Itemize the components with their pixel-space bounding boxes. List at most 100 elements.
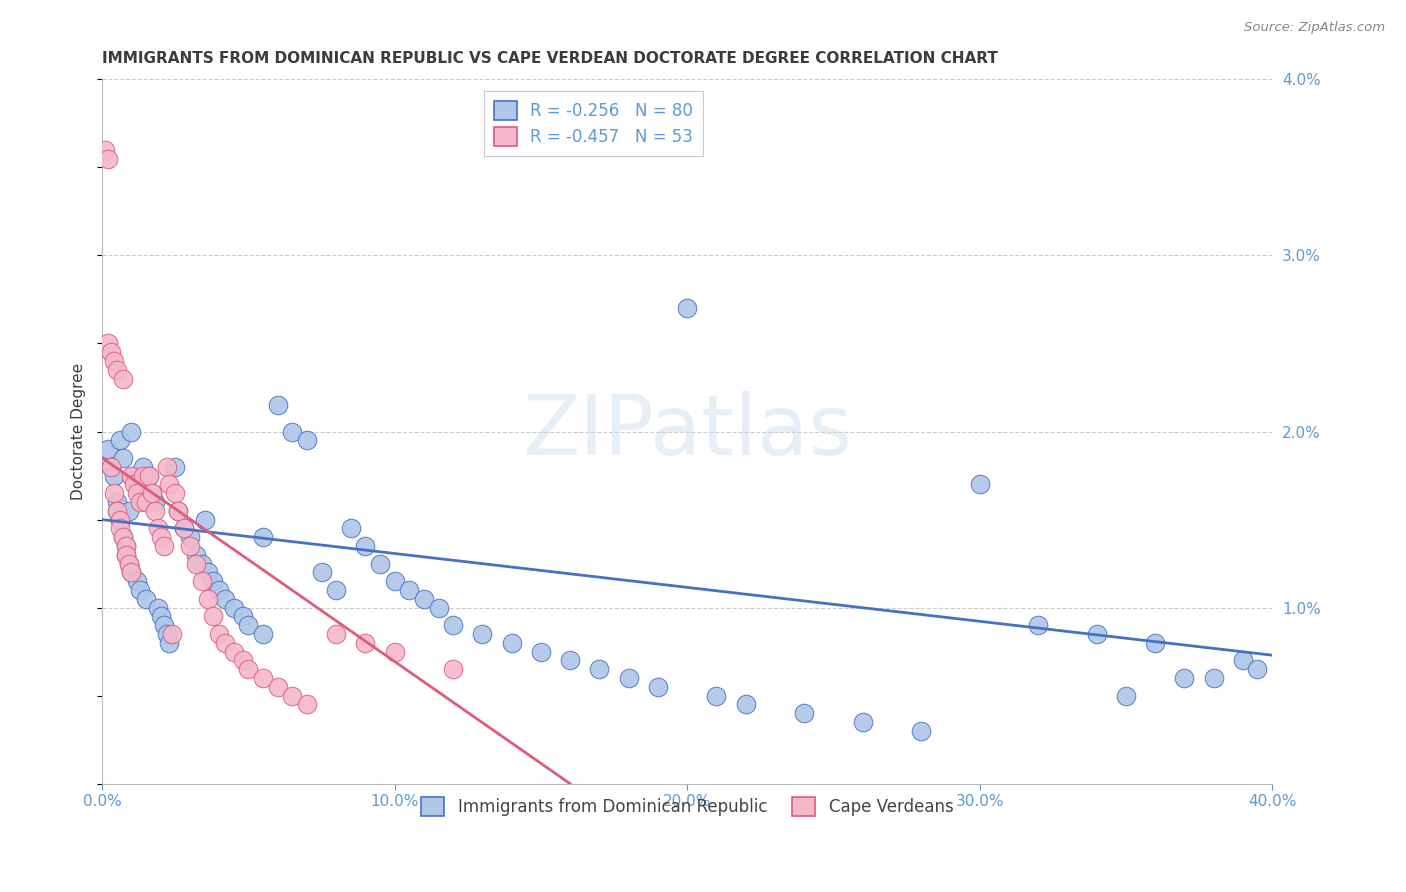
Point — [734, 698, 756, 712]
Point — [267, 680, 290, 694]
Point — [398, 582, 420, 597]
Point — [354, 636, 377, 650]
Point — [124, 477, 146, 491]
Point — [311, 566, 333, 580]
Point — [706, 689, 728, 703]
Point — [384, 645, 406, 659]
Point — [159, 636, 181, 650]
Point — [127, 574, 149, 589]
Point — [100, 459, 122, 474]
Point — [129, 582, 152, 597]
Point — [167, 504, 190, 518]
Point — [647, 680, 669, 694]
Point — [1085, 627, 1108, 641]
Point — [120, 425, 142, 439]
Point — [252, 627, 274, 641]
Point — [105, 363, 128, 377]
Point — [1026, 618, 1049, 632]
Point — [146, 600, 169, 615]
Point — [295, 434, 318, 448]
Point — [111, 372, 134, 386]
Point — [232, 653, 254, 667]
Point — [1246, 662, 1268, 676]
Point — [129, 495, 152, 509]
Point — [560, 653, 582, 667]
Point — [120, 566, 142, 580]
Point — [173, 521, 195, 535]
Point — [197, 591, 219, 606]
Legend: Immigrants from Dominican Republic, Cape Verdeans: Immigrants from Dominican Republic, Cape… — [412, 789, 962, 825]
Point — [194, 512, 217, 526]
Point — [427, 600, 450, 615]
Point — [141, 486, 163, 500]
Point — [208, 582, 231, 597]
Point — [910, 723, 932, 738]
Point — [152, 618, 174, 632]
Point — [167, 504, 190, 518]
Point — [143, 504, 166, 518]
Point — [1173, 671, 1195, 685]
Point — [340, 521, 363, 535]
Point — [208, 627, 231, 641]
Point — [94, 143, 117, 157]
Point — [1115, 689, 1137, 703]
Point — [111, 530, 134, 544]
Point — [143, 495, 166, 509]
Point — [588, 662, 610, 676]
Point — [100, 345, 122, 359]
Point — [173, 521, 195, 535]
Point — [267, 398, 290, 412]
Point — [108, 521, 131, 535]
Point — [138, 468, 160, 483]
Point — [120, 468, 142, 483]
Point — [384, 574, 406, 589]
Point — [135, 591, 157, 606]
Point — [676, 301, 699, 316]
Point — [114, 548, 136, 562]
Point — [108, 512, 131, 526]
Point — [441, 618, 464, 632]
Point — [135, 495, 157, 509]
Point — [132, 468, 155, 483]
Point — [252, 530, 274, 544]
Point — [1202, 671, 1225, 685]
Point — [190, 574, 212, 589]
Point — [1144, 636, 1167, 650]
Point — [111, 450, 134, 465]
Point — [325, 627, 347, 641]
Point — [214, 636, 236, 650]
Point — [202, 609, 225, 624]
Point — [617, 671, 640, 685]
Point — [117, 504, 139, 518]
Point — [165, 459, 187, 474]
Point — [141, 486, 163, 500]
Point — [100, 459, 122, 474]
Point — [295, 698, 318, 712]
Point — [105, 504, 128, 518]
Point — [179, 530, 201, 544]
Point — [793, 706, 815, 721]
Point — [197, 566, 219, 580]
Point — [117, 557, 139, 571]
Point — [114, 539, 136, 553]
Point — [114, 548, 136, 562]
Point — [368, 557, 391, 571]
Point — [108, 512, 131, 526]
Y-axis label: Doctorate Degree: Doctorate Degree — [72, 363, 86, 500]
Point — [179, 539, 201, 553]
Point — [159, 477, 181, 491]
Point — [238, 618, 260, 632]
Point — [852, 715, 875, 730]
Point — [97, 152, 120, 166]
Point — [105, 504, 128, 518]
Point — [97, 442, 120, 457]
Point — [105, 495, 128, 509]
Point — [165, 486, 187, 500]
Point — [114, 539, 136, 553]
Point — [162, 627, 184, 641]
Point — [238, 662, 260, 676]
Point — [127, 486, 149, 500]
Point — [149, 530, 172, 544]
Point — [232, 609, 254, 624]
Point — [222, 645, 245, 659]
